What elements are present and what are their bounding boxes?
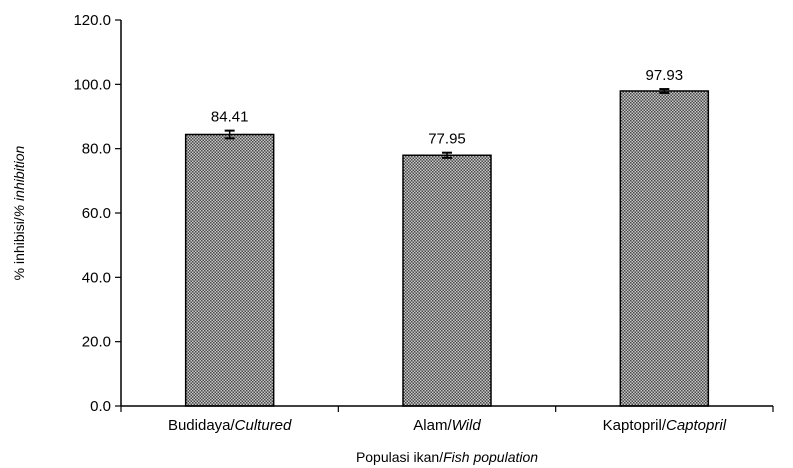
error-bar <box>224 129 235 140</box>
x-axis-title-main: Populasi ikan/ <box>356 449 443 465</box>
y-tick-label: 80.0 <box>82 141 111 158</box>
y-tick-label: 20.0 <box>82 334 111 351</box>
bar <box>184 133 275 407</box>
x-tick-label: Alam/Wild <box>413 417 481 434</box>
y-axis-title-main: % inhibisi/ <box>11 217 27 280</box>
data-labels: 84.41 77.95 97.93 <box>211 67 683 148</box>
data-label: 84.41 <box>211 109 249 126</box>
y-axis-title: % inhibisi/% inhibition <box>11 145 27 280</box>
error-bar <box>442 151 452 159</box>
x-axis-ticks: Budidaya/Cultured Alam/Wild Kaptopril/Capt… <box>120 406 774 434</box>
y-tick-label: 40.0 <box>82 269 111 286</box>
error-bars <box>224 88 670 159</box>
data-label: 97.93 <box>646 67 684 84</box>
x-tick-label: Budidaya/Cultured <box>168 417 292 434</box>
error-bar <box>659 88 670 94</box>
y-tick-label: 0.0 <box>90 398 111 415</box>
x-axis-title-italic: Fish population <box>443 449 538 465</box>
x-tick-label: Kaptopril/Captopril <box>603 417 727 434</box>
bar <box>402 154 492 407</box>
data-label: 77.95 <box>428 131 466 148</box>
y-tick-label: 60.0 <box>82 205 111 222</box>
y-tick-label: 100.0 <box>73 76 111 93</box>
x-axis-title: Populasi ikan/Fish population <box>356 449 538 465</box>
y-axis-title-italic: % inhibition <box>11 145 27 217</box>
y-axis-ticks: 0.0 20.0 40.0 60.0 80.0 100.0 120.0 <box>73 12 121 415</box>
bar <box>619 90 710 407</box>
y-tick-label: 120.0 <box>73 12 111 29</box>
